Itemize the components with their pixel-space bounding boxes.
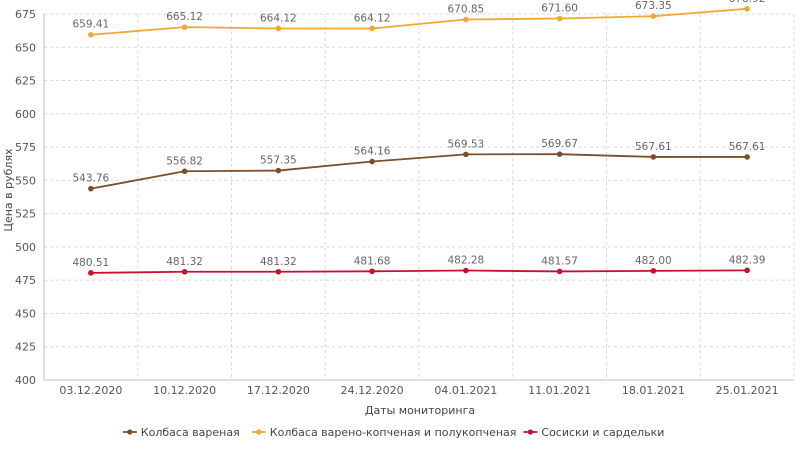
series-line bbox=[90, 153, 748, 190]
data-label: 567.61 bbox=[635, 141, 672, 153]
y-tick-label: 675 bbox=[15, 8, 36, 21]
data-label: 670.85 bbox=[448, 4, 485, 16]
data-label: 569.53 bbox=[448, 138, 485, 150]
data-point bbox=[744, 5, 750, 12]
data-point bbox=[556, 151, 563, 157]
y-tick-label: 475 bbox=[15, 274, 36, 287]
data-label: 564.16 bbox=[354, 146, 391, 158]
data-point bbox=[275, 268, 282, 275]
data-point bbox=[556, 268, 563, 275]
data-label: 567.61 bbox=[729, 141, 766, 153]
data-label: 481.68 bbox=[354, 255, 391, 267]
y-tick-label: 450 bbox=[15, 307, 36, 320]
y-tick-label: 650 bbox=[15, 41, 36, 54]
x-tick-label: 03.12.2020 bbox=[59, 384, 122, 397]
data-label: 482.00 bbox=[635, 255, 672, 267]
data-label: 556.82 bbox=[166, 155, 203, 167]
y-tick-label: 425 bbox=[15, 341, 36, 354]
data-point bbox=[463, 151, 469, 158]
data-point bbox=[181, 168, 188, 175]
legend-entry[interactable]: Колбаса вареная bbox=[141, 426, 240, 439]
data-point bbox=[650, 13, 657, 19]
data-label: 482.39 bbox=[729, 254, 766, 266]
data-point bbox=[369, 268, 375, 275]
y-tick-label: 625 bbox=[15, 75, 36, 88]
y-tick-label: 500 bbox=[15, 241, 36, 254]
data-point bbox=[181, 268, 188, 275]
y-tick-label: 400 bbox=[15, 374, 36, 387]
series-lines bbox=[88, 5, 750, 276]
data-label: 671.60 bbox=[541, 3, 578, 15]
data-point bbox=[88, 31, 94, 38]
data-point bbox=[744, 267, 750, 274]
data-label: 665.12 bbox=[166, 11, 203, 23]
data-point bbox=[369, 25, 375, 32]
data-label: 557.35 bbox=[260, 155, 297, 167]
data-label: 482.28 bbox=[448, 254, 485, 266]
data-point bbox=[275, 167, 282, 174]
data-point bbox=[463, 16, 469, 23]
x-tick-label: 10.12.2020 bbox=[153, 384, 216, 397]
data-label: 481.32 bbox=[166, 256, 203, 268]
data-label: 678.92 bbox=[729, 0, 766, 5]
x-tick-label: 11.01.2021 bbox=[528, 384, 591, 397]
y-tick-label: 550 bbox=[15, 174, 36, 187]
data-point bbox=[369, 158, 375, 165]
legend: Колбаса вареная Колбаса варено-копченая и… bbox=[122, 426, 664, 439]
data-label: 480.51 bbox=[73, 257, 110, 269]
x-tick-label: 24.12.2020 bbox=[341, 384, 404, 397]
data-point bbox=[88, 270, 94, 276]
series-line bbox=[90, 7, 748, 36]
data-label: 664.12 bbox=[260, 12, 297, 24]
data-point bbox=[463, 267, 469, 274]
x-tick-label: 04.01.2021 bbox=[434, 384, 497, 397]
x-tick-label: 25.01.2021 bbox=[716, 384, 779, 397]
x-tick-label: 17.12.2020 bbox=[247, 384, 310, 397]
data-label: 673.35 bbox=[635, 0, 672, 12]
data-point bbox=[556, 15, 563, 22]
data-point bbox=[181, 24, 188, 30]
legend-swatch-marker bbox=[256, 429, 262, 435]
legend-swatch-marker bbox=[527, 429, 534, 435]
data-point bbox=[275, 25, 282, 32]
legend-entry[interactable]: Сосиски и сардельки bbox=[541, 426, 664, 439]
data-point bbox=[650, 268, 657, 274]
data-point bbox=[650, 154, 657, 160]
legend-entry[interactable]: Колбаса варено-копченая и полукопченая bbox=[270, 426, 517, 439]
data-label: 481.32 bbox=[260, 256, 297, 268]
data-label: 543.76 bbox=[73, 173, 110, 185]
data-label: 569.67 bbox=[541, 138, 578, 150]
y-tick-label: 600 bbox=[15, 108, 36, 121]
data-point bbox=[88, 185, 94, 192]
data-label: 481.57 bbox=[541, 255, 578, 267]
y-tick-label: 575 bbox=[15, 141, 36, 154]
y-axis-title: Цена в рублях bbox=[2, 148, 15, 232]
y-tick-label: 525 bbox=[15, 208, 36, 221]
data-label: 659.41 bbox=[73, 19, 110, 31]
data-labels: 543.76 556.82 557.35 564.16 569.53 569.67 567.… bbox=[73, 0, 766, 269]
grid bbox=[44, 13, 795, 380]
legend-swatch-marker bbox=[127, 429, 133, 435]
data-label: 664.12 bbox=[354, 12, 391, 24]
x-tick-label: 18.01.2021 bbox=[622, 384, 685, 397]
x-axis-title: Даты мониторинга bbox=[365, 404, 475, 417]
series-line bbox=[90, 269, 748, 274]
axes: 400 425 450 475 500 525 550 575 600 625 650 675 03.1… bbox=[15, 8, 794, 397]
data-point bbox=[744, 154, 750, 160]
